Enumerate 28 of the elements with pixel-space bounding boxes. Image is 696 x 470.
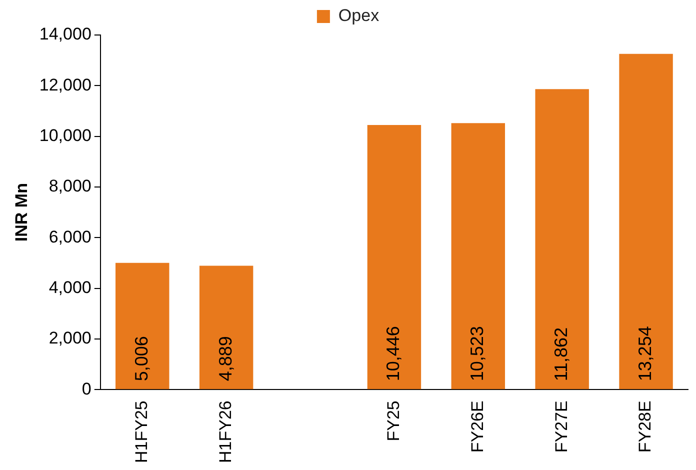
x-tick-label: FY26E [468, 400, 487, 453]
data-label: 4,889 [215, 336, 236, 382]
y-tick-label: 12,000 [39, 75, 92, 94]
y-tick-label: 10,000 [39, 126, 92, 146]
y-axis-title: INR Mn [12, 183, 31, 242]
bar [199, 266, 254, 390]
bar [619, 54, 673, 390]
x-tick-label: H1FY25 [132, 400, 152, 464]
y-tick-label: 2,000 [48, 328, 92, 348]
x-tick-label: H1FY26 [216, 400, 235, 464]
legend-label: Opex [338, 6, 380, 26]
y-tick-label: 4,000 [48, 278, 92, 297]
data-label: 13,254 [634, 326, 655, 382]
data-label: 11,862 [551, 327, 572, 382]
bar [367, 125, 422, 390]
y-tick-label: 6,000 [48, 227, 92, 246]
y-tick-label: 0 [82, 379, 92, 398]
data-label: 10,446 [383, 326, 404, 382]
y-tick-label: 14,000 [39, 24, 92, 44]
bar [116, 262, 170, 390]
data-label: 10,523 [467, 326, 488, 382]
bar [451, 123, 506, 390]
y-tick-label: 8,000 [48, 176, 92, 196]
data-label: 5,006 [131, 336, 152, 382]
bar [535, 89, 589, 390]
x-tick-label: FY28E [636, 400, 655, 453]
x-tick-label: FY25 [384, 400, 403, 442]
x-tick-label: FY27E [552, 400, 571, 453]
